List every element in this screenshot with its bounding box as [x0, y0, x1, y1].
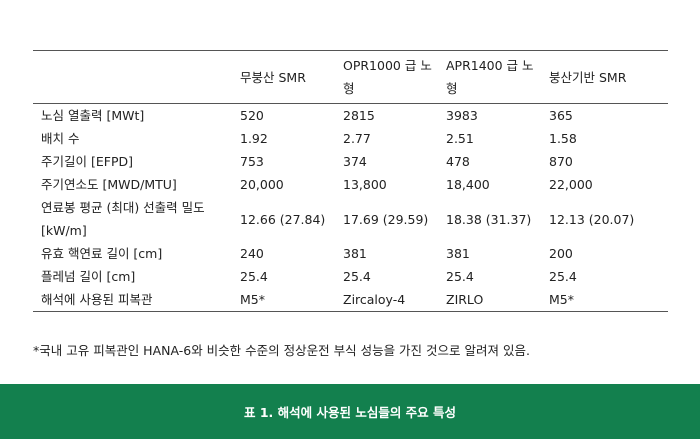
table-cell: 374 [343, 154, 367, 169]
table-cell: 365 [549, 108, 573, 123]
table-cell: 200 [549, 246, 573, 261]
header-cell-apr1400: APR1400 급 노형 [446, 50, 549, 104]
table-cell: 2.51 [446, 131, 474, 146]
table-cell: 20,000 [240, 177, 284, 192]
table-row: 해석에 사용된 피복관 M5* Zircaloy-4 ZIRLO M5* [33, 288, 668, 312]
header-cell-boron-free-smr: 무붕산 SMR [240, 50, 343, 104]
header-cell-opr1000: OPR1000 급 노형 [343, 50, 446, 104]
table-cell: 18,400 [446, 177, 490, 192]
table-row: 유효 핵연료 길이 [cm] 240 381 381 200 [33, 242, 668, 265]
table-cell: M5* [240, 288, 343, 312]
row-label: 노심 열출력 [MWt] [41, 108, 145, 123]
table-cell: 381 [446, 246, 470, 261]
table-row: 연료봉 평균 (최대) 선출력 밀도 [kW/m] 12.66 (27.84) … [33, 196, 668, 242]
caption-text: 표 1. 해석에 사용된 노심들의 주요 특성 [243, 405, 457, 420]
table-cell: 17.69 (29.59) [343, 211, 429, 227]
table-caption: 표 1. 해석에 사용된 노심들의 주요 특성 [0, 384, 700, 439]
table-row: 주기길이 [EFPD] 753 374 478 870 [33, 150, 668, 173]
table-cell: 13,800 [343, 177, 387, 192]
table-row: 노심 열출력 [MWt] 520 2815 3983 365 [33, 104, 668, 128]
table-cell: 12.13 (20.07) [549, 211, 635, 227]
table-row: 배치 수 1.92 2.77 2.51 1.58 [33, 127, 668, 150]
table-cell: 3983 [446, 108, 478, 123]
row-label: 유효 핵연료 길이 [cm] [41, 246, 163, 261]
table-cell: 1.58 [549, 131, 577, 146]
row-label: 주기연소도 [MWD/MTU] [41, 177, 177, 192]
table-row: 플레넘 길이 [cm] 25.4 25.4 25.4 25.4 [33, 265, 668, 288]
row-label: 연료봉 평균 (최대) 선출력 밀도 [kW/m] [41, 200, 205, 238]
table-cell: M5* [549, 288, 668, 312]
row-label: 배치 수 [41, 131, 80, 146]
table-cell: 18.38 (31.37) [446, 211, 532, 227]
table-cell: Zircaloy-4 [343, 288, 446, 312]
table-cell: 1.92 [240, 131, 268, 146]
row-label: 해석에 사용된 피복관 [33, 288, 240, 312]
table-cell: 870 [549, 154, 573, 169]
table-row: 주기연소도 [MWD/MTU] 20,000 13,800 18,400 22,… [33, 173, 668, 196]
table-cell: 240 [240, 246, 264, 261]
table-cell: 2.77 [343, 131, 371, 146]
table-footnote: *국내 고유 피복관인 HANA-6와 비슷한 수준의 정상운전 부식 성능을 … [33, 343, 530, 358]
table-cell: 22,000 [549, 177, 593, 192]
table-cell: 381 [343, 246, 367, 261]
table-cell: 478 [446, 154, 470, 169]
table-cell: 25.4 [446, 269, 474, 284]
table-cell: 12.66 (27.84) [240, 211, 326, 227]
table-cell: 25.4 [240, 269, 268, 284]
row-label: 플레넘 길이 [cm] [41, 269, 136, 284]
table-cell: 25.4 [549, 269, 577, 284]
header-cell-boron-based-smr: 붕산기반 SMR [549, 50, 668, 104]
table-cell: 753 [240, 154, 264, 169]
table-cell: 2815 [343, 108, 375, 123]
table-header-row: 무붕산 SMR OPR1000 급 노형 APR1400 급 노형 붕산기반 S… [33, 50, 668, 104]
header-cell-empty [33, 50, 240, 104]
table-cell: 25.4 [343, 269, 371, 284]
row-label: 주기길이 [EFPD] [41, 154, 133, 169]
table-cell: 520 [240, 108, 264, 123]
core-characteristics-table: 무붕산 SMR OPR1000 급 노형 APR1400 급 노형 붕산기반 S… [33, 50, 668, 312]
table-cell: ZIRLO [446, 288, 549, 312]
